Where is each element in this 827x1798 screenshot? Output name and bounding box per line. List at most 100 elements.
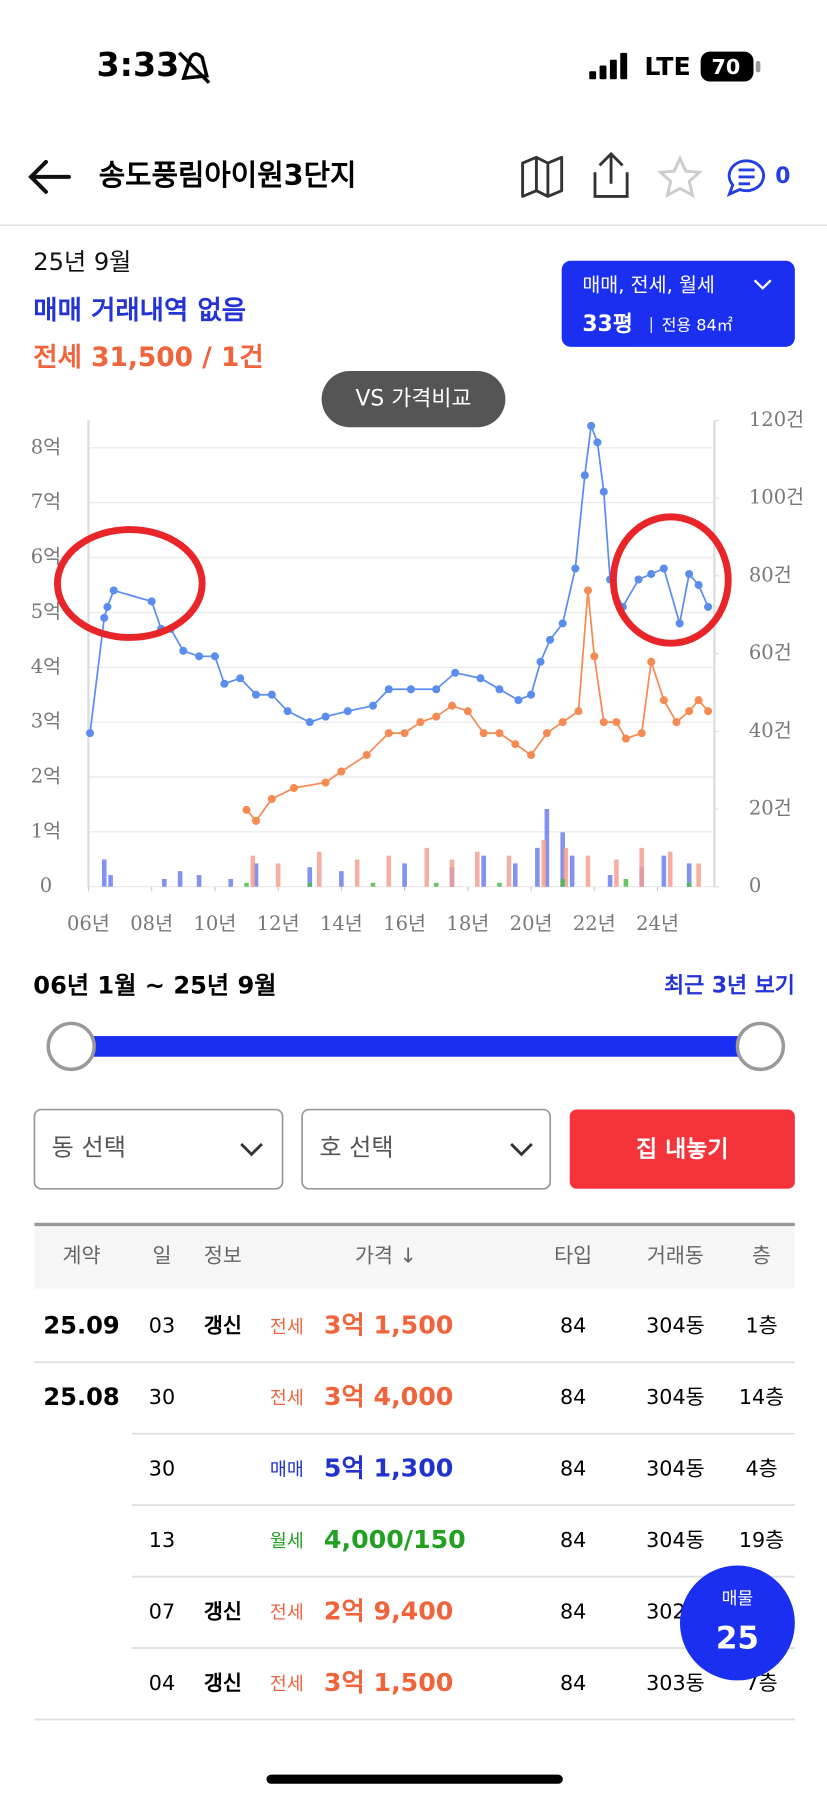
ho-select-box[interactable]: [301, 1108, 552, 1190]
map-icon[interactable]: [521, 155, 564, 198]
chat-count[interactable]: 0: [775, 164, 790, 189]
dong-select[interactable]: 동 선택: [33, 1108, 284, 1190]
compare-button[interactable]: VS 가격비교: [321, 371, 506, 428]
y-tick-label: 1억: [31, 819, 61, 842]
y2-tick-label: 100건: [749, 486, 804, 509]
signal-icon: [589, 52, 628, 80]
battery-tip: [755, 60, 761, 73]
volume-bar: [661, 855, 667, 887]
chat-icon[interactable]: [726, 159, 765, 197]
price-point: [593, 438, 602, 447]
range-track[interactable]: [71, 1036, 761, 1057]
row-type: 84: [560, 1457, 586, 1481]
deal-types[interactable]: 매매, 전세, 월세: [582, 274, 715, 297]
filter-chevron[interactable]: [753, 279, 772, 290]
table-header-bg: [34, 1224, 795, 1289]
y2-tick-label: 60건: [749, 641, 792, 664]
ho-chevron[interactable]: [510, 1143, 533, 1157]
price-point: [558, 619, 567, 628]
range-handle-end[interactable]: [735, 1021, 786, 1072]
price-point: [558, 718, 567, 727]
volume-bar: [386, 855, 392, 887]
price-point: [495, 729, 504, 738]
dong-chevron[interactable]: [240, 1143, 263, 1157]
listing-label[interactable]: 매물: [722, 1589, 754, 1609]
volume-bar: [253, 863, 259, 887]
price-point: [242, 805, 251, 814]
dong-select-label[interactable]: 동 선택: [52, 1134, 126, 1162]
x-tick-label: 20년: [510, 912, 553, 935]
price-point: [321, 778, 330, 787]
row-dong: 304동: [646, 1528, 704, 1552]
list-home-button[interactable]: 집 내놓기: [569, 1109, 795, 1189]
price-point: [621, 734, 630, 743]
y2-tick-label: 0: [749, 874, 761, 897]
price-point: [343, 707, 352, 716]
price-point: [704, 707, 713, 716]
row-info: 갱신: [204, 1314, 242, 1338]
listing-button-bg[interactable]: [679, 1565, 795, 1681]
summary-month: 25년 9월: [33, 248, 131, 276]
price-point: [362, 751, 371, 760]
ho-select[interactable]: 호 선택: [301, 1108, 552, 1190]
y-tick-label: 0: [40, 874, 52, 897]
dong-select-box[interactable]: [33, 1108, 284, 1190]
row-kind: 전세: [270, 1317, 304, 1338]
volume-bar: [614, 859, 619, 887]
row-info: 갱신: [204, 1671, 242, 1695]
area-label[interactable]: 전용 84㎡: [662, 316, 733, 335]
compare-label[interactable]: VS 가격비교: [356, 387, 472, 412]
compare-button-bg[interactable]: [321, 371, 506, 428]
range-handle-start[interactable]: [46, 1021, 96, 1072]
listing-button[interactable]: 매물 25: [679, 1565, 795, 1681]
price-point: [659, 696, 668, 705]
row-kind: 전세: [270, 1603, 304, 1624]
volume-bar: [560, 832, 565, 887]
row-price: 3억 1,500: [324, 1311, 453, 1340]
filter-button[interactable]: 매매, 전세, 월세 33평 전용 84㎡: [561, 260, 795, 347]
volume-bar: [177, 871, 183, 887]
price-point: [574, 707, 583, 716]
price-chart: 0 1억 2억 3억 4억 5억 6억 7억 8억 0 20건 40건 60건 80건 100건 120건 06…: [31, 408, 804, 935]
x-tick-label: 18년: [446, 912, 489, 935]
price-point: [612, 718, 621, 727]
back-button[interactable]: [28, 159, 71, 194]
volume-bar: [623, 878, 629, 887]
price-point: [236, 674, 245, 683]
row-type: 84: [560, 1385, 586, 1409]
price-point: [647, 569, 656, 579]
filter-button-bg[interactable]: [561, 260, 795, 347]
row-kind: 월세: [270, 1531, 304, 1552]
volume-bar: [475, 851, 480, 887]
size-label[interactable]: 33평: [582, 312, 632, 337]
ho-select-label[interactable]: 호 선택: [319, 1134, 393, 1162]
x-tick-label: 24년: [636, 912, 679, 935]
row-day: 07: [149, 1599, 175, 1623]
y2-tick-label: 120건: [749, 408, 804, 431]
highlight-circle: [609, 513, 732, 647]
y-tick-label: 4억: [31, 655, 61, 678]
volume-bar: [339, 871, 344, 887]
transactions-table: 계약 일 정보 가격 ↓ 타입 거래동 층25.09 03 갱신 전세 3억 1,500 84 304동…: [34, 1244, 795, 1721]
battery: [700, 51, 754, 82]
price-point: [147, 597, 156, 606]
share-icon[interactable]: [593, 151, 629, 198]
list-home-bg[interactable]: [569, 1109, 795, 1189]
volume-bar: [162, 878, 167, 887]
row-day: 03: [149, 1314, 175, 1338]
recent-link[interactable]: 최근 3년 보기: [664, 974, 795, 999]
row-kind: 매매: [270, 1460, 304, 1481]
favorite-star[interactable]: [656, 155, 703, 199]
list-home-label[interactable]: 집 내놓기: [636, 1136, 729, 1162]
volume-bar: [560, 878, 565, 887]
listing-count[interactable]: 25: [716, 1621, 759, 1657]
volume-bar: [196, 875, 202, 887]
price-point: [109, 586, 118, 595]
price-line: [245, 590, 709, 823]
volume-bar: [275, 863, 281, 887]
volume-bar: [512, 863, 518, 887]
price-point: [251, 690, 261, 699]
x-tick-label: 16년: [383, 912, 426, 935]
volume-bar: [544, 809, 550, 887]
